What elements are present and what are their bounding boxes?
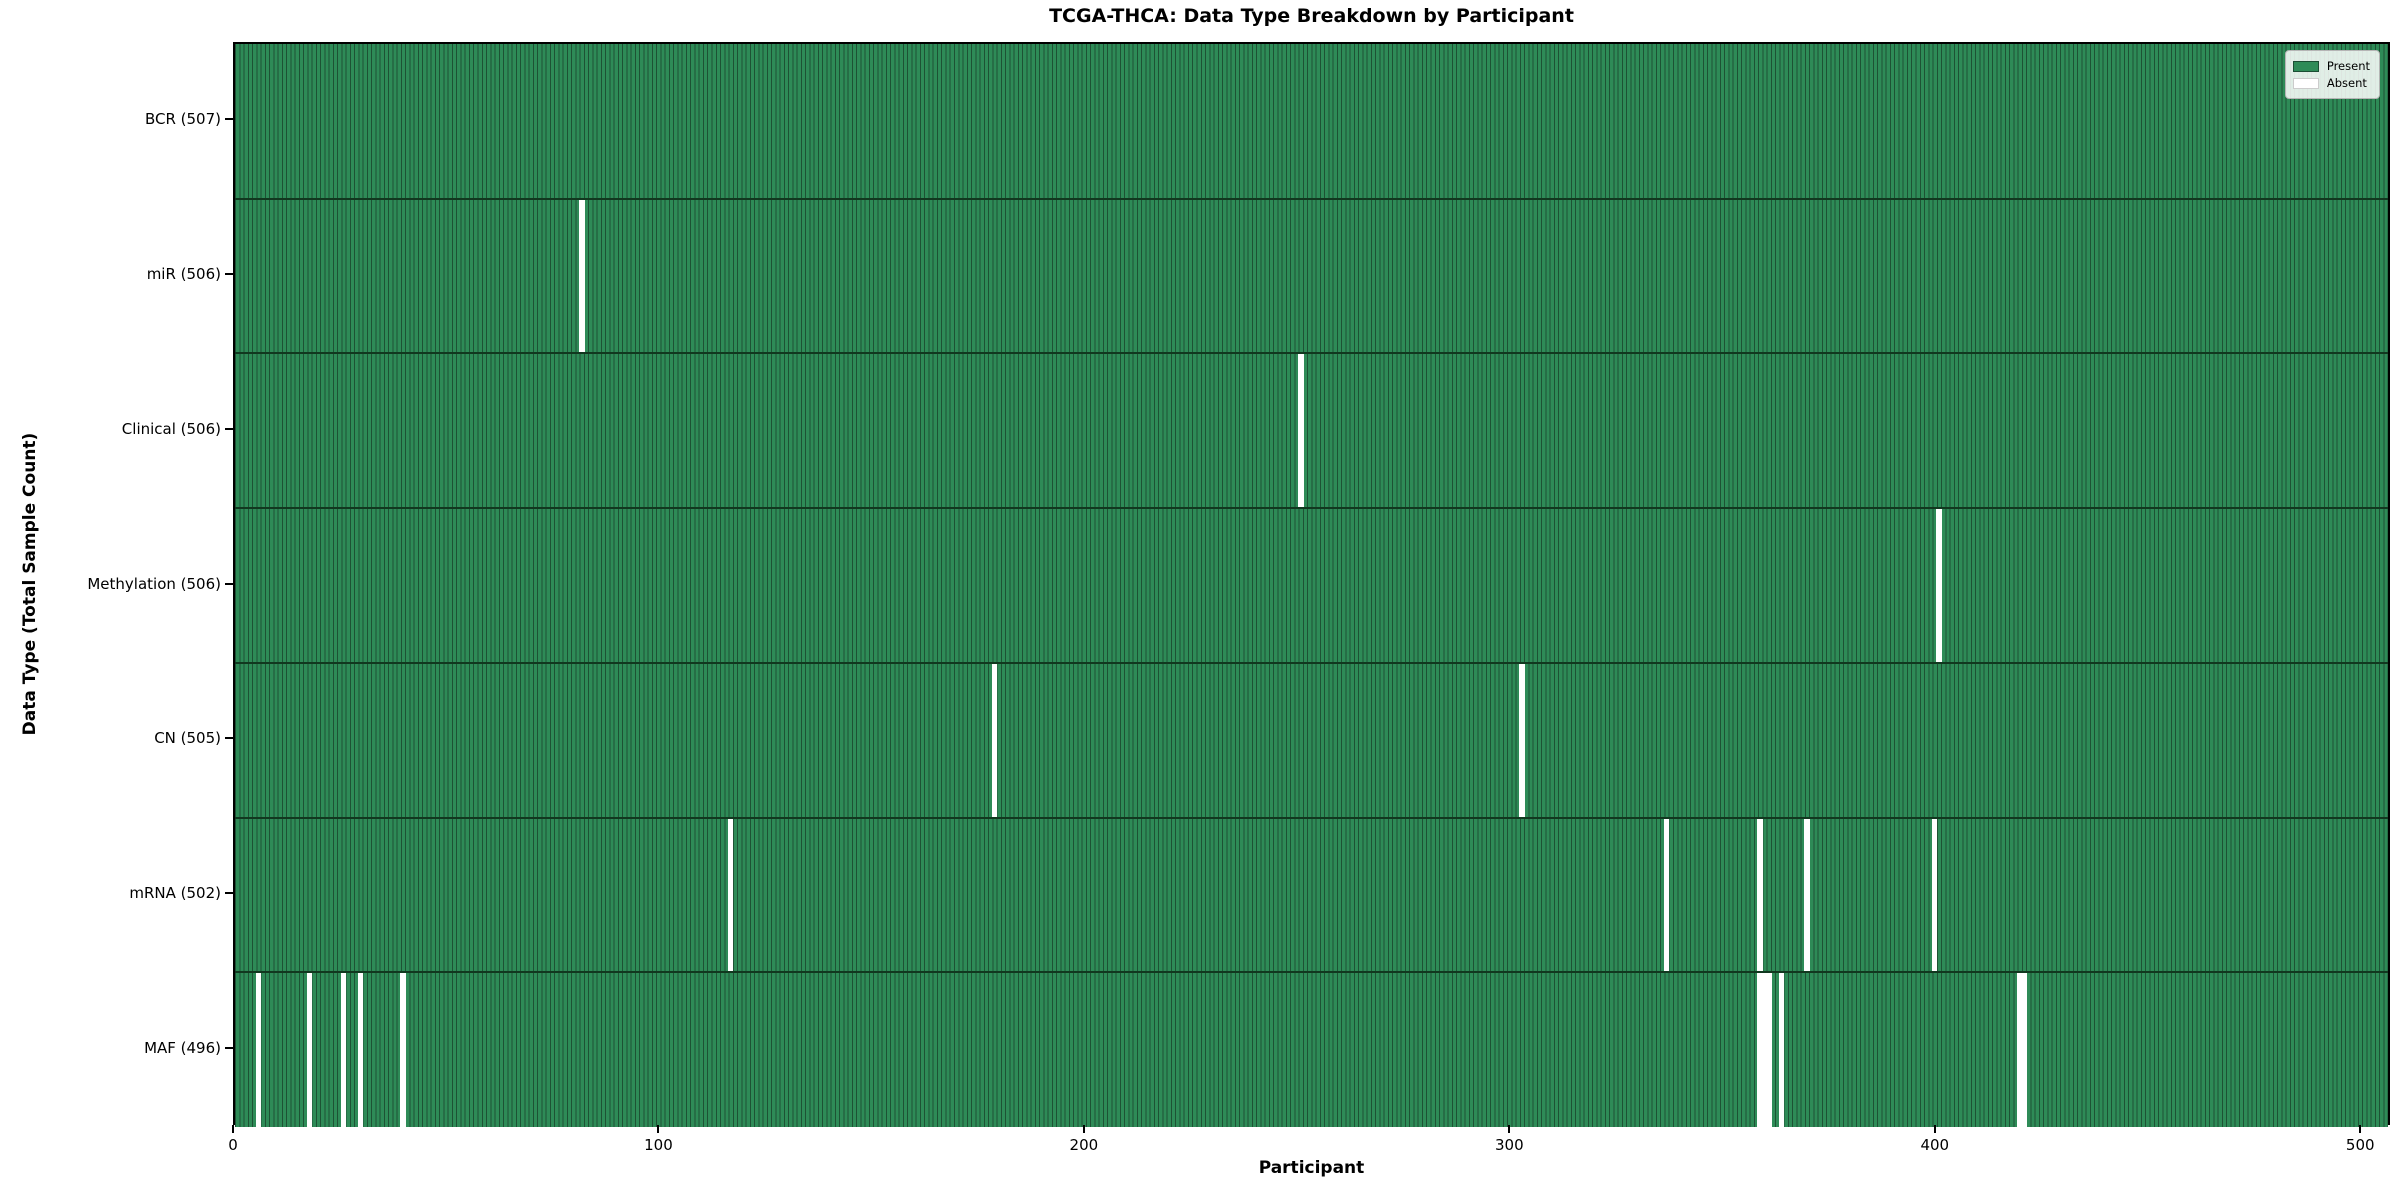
absent-gap [1936,508,1942,663]
xtick-mark [232,1125,234,1133]
legend-entry-absent: Absent [2292,76,2370,90]
row-separator [235,197,2388,200]
absent-gap [1757,817,1764,973]
row-separator [235,661,2388,664]
y-axis-label: Data Type (Total Sample Count) [20,432,40,736]
xtick-label-400: 400 [1920,1136,1950,1154]
xtick-label-300: 300 [1495,1136,1524,1154]
ytick-label-cn: CN (505) [154,729,221,748]
row-mir [235,198,2388,354]
xtick-label-100: 100 [644,1136,673,1154]
absent-gap [1757,972,1772,1127]
absent-gap [357,972,364,1127]
row-clinical [235,353,2388,509]
xtick-label-500: 500 [2345,1136,2375,1154]
xtick-label-200: 200 [1069,1136,1099,1154]
ytick-label-mrna: mRNA (502) [129,883,221,902]
ytick-mark [225,273,233,276]
absent-gap [578,198,585,354]
absent-gap [1931,817,1938,973]
row-methylation [235,508,2388,663]
ytick-mark [225,891,233,894]
row-bcr [235,44,2388,199]
row-cn [235,662,2388,818]
xtick-mark [657,1125,660,1133]
legend-swatch-present [2292,60,2319,72]
absent-gap [255,972,262,1127]
xtick-mark [1508,1125,1511,1133]
absent-gap [727,817,734,973]
ytick-label-mir: miR (506) [146,265,221,284]
ytick-label-bcr: BCR (507) [144,110,221,129]
xtick-label-0: 0 [228,1136,238,1154]
row-separator [235,816,2388,819]
ytick-label-maf: MAF (496) [144,1038,221,1057]
row-maf [235,972,2388,1127]
ytick-mark [225,1046,233,1049]
xtick-mark [1933,1125,1936,1133]
absent-gap [1778,972,1785,1127]
row-mrna [235,817,2388,973]
x-axis-label: Participant [1258,1158,1365,1178]
ytick-mark [225,737,233,740]
chart-title: TCGA-THCA: Data Type Breakdown by Partic… [1049,5,1574,27]
row-separator [235,352,2388,355]
absent-gap [991,662,998,818]
legend-entry-present: Present [2292,59,2370,73]
absent-gap [306,972,313,1127]
legend-label: Present [2326,59,2370,73]
row-separator [235,507,2388,510]
ytick-mark [225,427,233,430]
legend-swatch-absent [2292,77,2319,89]
row-separator [235,971,2388,974]
ytick-mark [225,582,233,585]
plot-area: Present Absent [233,42,2390,1127]
absent-gap [1663,817,1670,973]
ytick-mark [225,118,233,121]
absent-gap [2016,972,2027,1127]
legend-label: Absent [2326,76,2367,90]
xtick-mark [2359,1125,2362,1133]
absent-gap [340,972,347,1127]
absent-gap [400,972,406,1127]
xtick-mark [1082,1125,1085,1133]
ytick-label-clinical: Clinical (506) [121,419,221,438]
ytick-label-methylation: Methylation (506) [87,574,221,593]
legend: Present Absent [2284,50,2380,99]
absent-gap [1519,662,1525,818]
absent-gap [1804,817,1810,973]
absent-gap [1297,353,1304,509]
